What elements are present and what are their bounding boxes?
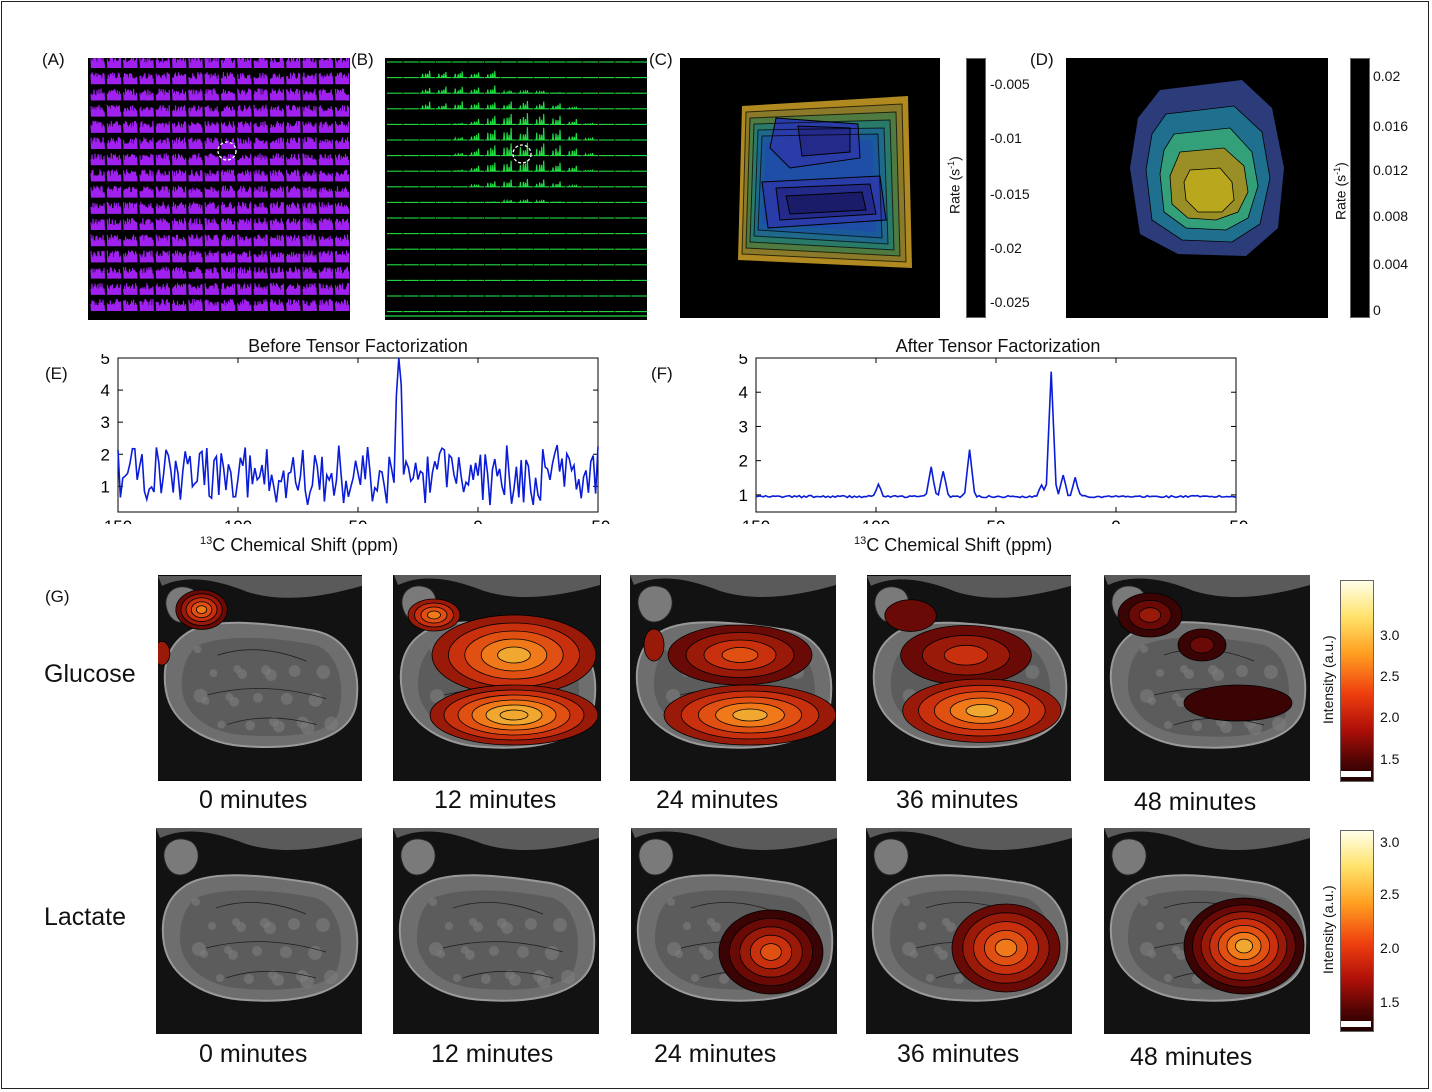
mri-overlay-panel: [1104, 575, 1310, 781]
y-tick-label: 5: [101, 354, 110, 368]
x-tick-label: 50: [349, 517, 368, 524]
series-line: [117, 357, 599, 506]
panel-label-d: (D): [1030, 50, 1054, 69]
time-label: 48 minutes: [1134, 788, 1257, 816]
colorbar-d-tick: 0.012: [1373, 162, 1409, 178]
y-tick-label: 4: [739, 383, 748, 402]
panel-label-e: (E): [45, 364, 68, 383]
colorbar-lactate-label: Intensity (a.u.): [1320, 885, 1336, 974]
time-label: 36 minutes: [897, 1040, 1020, 1068]
chart-f-xlabel: 13C Chemical Shift (ppm): [854, 535, 1053, 555]
chart-e-title: Before Tensor Factorization: [248, 336, 468, 356]
chart-e: 150 100 50 0 -50 5 4 3 2 1: [101, 354, 611, 524]
colorbar-glucose: [1340, 580, 1374, 782]
rate-map-d: [1066, 58, 1328, 318]
colorbar-lactate-tick: 1.5: [1380, 994, 1400, 1010]
y-tick-label: 1: [739, 486, 748, 505]
y-tick-label: 3: [101, 413, 110, 432]
colorbar-c-tick: -0.025: [990, 294, 1030, 310]
x-tick-label: 0: [473, 517, 482, 524]
x-tick-label: -50: [1224, 517, 1249, 524]
colorbar-glucose-tick: 3.0: [1380, 627, 1400, 643]
time-label: 0 minutes: [199, 1040, 308, 1068]
x-tick-label: 100: [224, 517, 252, 524]
mri-overlay-panel: [631, 828, 837, 1034]
mri-overlay-panel: [630, 575, 836, 781]
mri-overlay-panel: [156, 828, 362, 1034]
colorbar-d-tick: 0: [1373, 302, 1381, 318]
colorbar-c-label: Rate (s-1): [946, 156, 963, 214]
spectra-grid-before: [88, 58, 350, 320]
panel-label-c: (C): [649, 50, 673, 69]
panel-label-a: (A): [42, 50, 65, 69]
panel-label-b: (B): [351, 50, 374, 69]
colorbar-lactate: [1340, 830, 1374, 1032]
y-tick-label: 2: [739, 452, 748, 471]
time-label: 48 minutes: [1130, 1043, 1253, 1071]
x-tick-label: 150: [104, 517, 132, 524]
colorbar-d-label: Rate (s-1): [1332, 162, 1349, 220]
time-label: 36 minutes: [896, 786, 1019, 814]
colorbar-d-tick: 0.008: [1373, 208, 1409, 224]
mri-overlay-panel: [393, 575, 601, 781]
y-tick-label: 5: [739, 354, 748, 368]
panel-label-f: (F): [651, 364, 673, 383]
colorbar-glucose-label: Intensity (a.u.): [1320, 635, 1336, 724]
mri-overlay-panel: [1104, 828, 1310, 1034]
colorbar-c-tick: -0.01: [990, 130, 1022, 146]
time-label: 24 minutes: [656, 786, 779, 814]
colorbar-lactate-tick: 2.5: [1380, 886, 1400, 902]
chart-f-title: After Tensor Factorization: [895, 336, 1101, 356]
rate-map-c: [680, 58, 940, 318]
time-label: 12 minutes: [431, 1040, 554, 1068]
colorbar-c-tick: -0.015: [990, 186, 1030, 202]
colorbar-d-tick: 0.004: [1373, 256, 1409, 272]
x-tick-label: 100: [862, 517, 890, 524]
colorbar-d-tick: 0.02: [1373, 68, 1401, 84]
panel-label-g: (G): [45, 587, 70, 606]
colorbar-d: [1350, 58, 1370, 318]
series-line: [755, 371, 1237, 499]
chart-f: 150 100 50 0 -50 5 4 3 2 1: [739, 354, 1249, 524]
colorbar-c-tick: -0.005: [990, 76, 1030, 92]
time-label: 12 minutes: [434, 786, 557, 814]
y-tick-label: 1: [101, 477, 110, 496]
mri-overlay-panel: [867, 575, 1071, 781]
colorbar-lactate-tick: 3.0: [1380, 834, 1400, 850]
time-label: 24 minutes: [654, 1040, 777, 1068]
colorbar-d-tick: 0.016: [1373, 118, 1409, 134]
mri-overlay-panel: [393, 828, 599, 1034]
y-tick-label: 2: [101, 445, 110, 464]
x-tick-label: -50: [586, 517, 611, 524]
row-label-lactate: Lactate: [44, 903, 127, 931]
colorbar-lactate-tick: 2.0: [1380, 940, 1400, 956]
time-label: 0 minutes: [199, 786, 308, 814]
y-tick-label: 3: [739, 417, 748, 436]
colorbar-c-tick: -0.02: [990, 240, 1022, 256]
mri-overlay-panel: [158, 575, 362, 781]
colorbar-glucose-tick: 1.5: [1380, 751, 1400, 767]
x-tick-label: 150: [742, 517, 770, 524]
x-tick-label: 0: [1111, 517, 1120, 524]
colorbar-glucose-tick: 2.5: [1380, 668, 1400, 684]
y-tick-label: 4: [101, 381, 110, 400]
spectra-grid-after: [385, 58, 647, 320]
chart-e-xlabel: 13C Chemical Shift (ppm): [200, 535, 399, 555]
row-label-glucose: Glucose: [44, 660, 136, 688]
colorbar-c: [966, 58, 986, 318]
x-tick-label: 50: [987, 517, 1006, 524]
colorbar-glucose-tick: 2.0: [1380, 709, 1400, 725]
mri-overlay-panel: [866, 828, 1072, 1034]
